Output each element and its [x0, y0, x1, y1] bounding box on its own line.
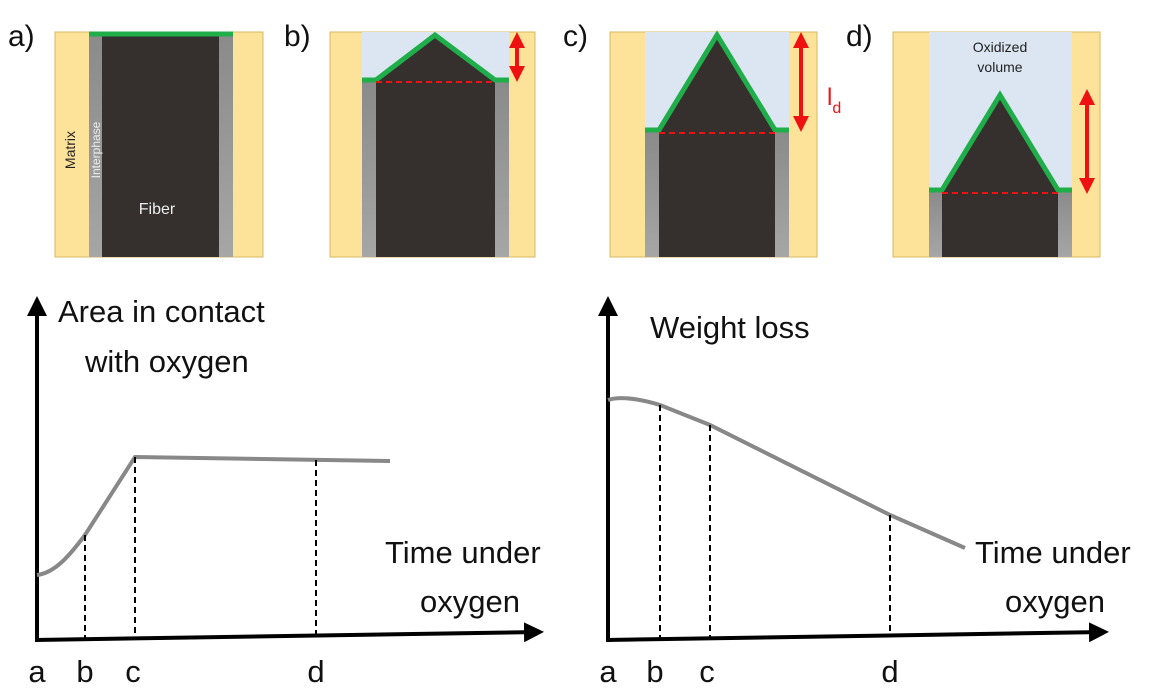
- panel-label: b): [284, 20, 311, 53]
- x-axis-label: Time under: [385, 535, 541, 570]
- x-axis-label: oxygen: [1005, 584, 1105, 619]
- oxidized-label: Oxidized: [973, 39, 1027, 55]
- graph-title: Weight loss: [650, 310, 810, 345]
- fiber: [102, 32, 219, 257]
- graph-title: with oxygen: [84, 344, 249, 379]
- stage-tick: d: [307, 654, 324, 688]
- fiber-label: Fiber: [139, 201, 176, 218]
- diagram: a) Matrix Interphase Fiber b) c) ld d) O…: [0, 0, 1174, 688]
- panel-label: a): [8, 20, 35, 53]
- contact-area-curve: [37, 457, 390, 575]
- stage-tick: c: [125, 654, 141, 688]
- x-axis-label: Time under: [975, 535, 1131, 570]
- stage-tick: d: [881, 654, 898, 688]
- oxidized-label: volume: [977, 59, 1022, 75]
- x-axis: [35, 632, 540, 640]
- x-axis-label: oxygen: [420, 584, 520, 619]
- panel-label: d): [846, 20, 873, 53]
- panel-label: c): [563, 20, 588, 53]
- stage-tick: a: [599, 654, 617, 688]
- stage-tick: b: [646, 654, 663, 688]
- stage-tick: a: [28, 654, 46, 688]
- x-axis: [606, 632, 1105, 640]
- graph-title: Area in contact: [58, 294, 265, 329]
- stage-tick: b: [76, 654, 93, 688]
- ld-subscript: d: [832, 100, 841, 117]
- weight-loss-curve: [608, 398, 965, 548]
- matrix-label: Matrix: [62, 131, 78, 169]
- ld-label: ld: [827, 84, 841, 117]
- stage-tick: c: [699, 654, 715, 688]
- interphase-label: Interphase: [89, 121, 103, 178]
